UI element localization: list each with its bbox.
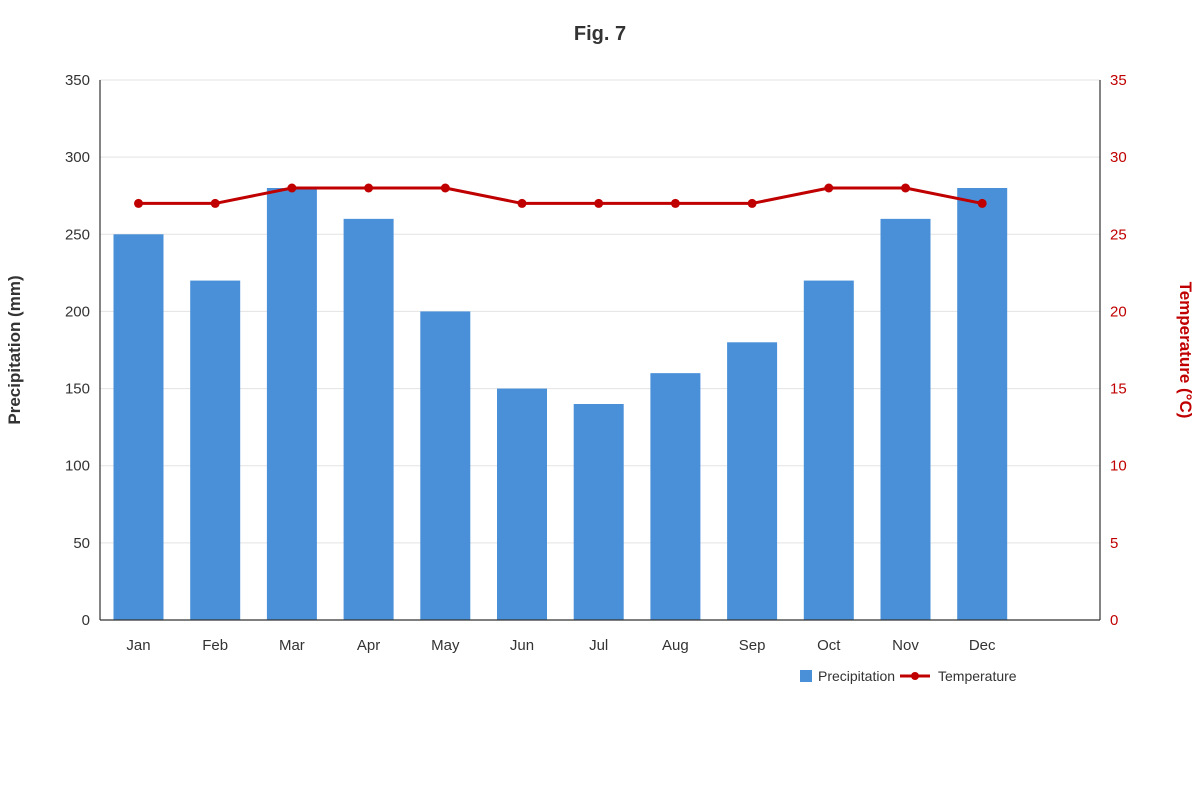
temperature-point-jun <box>517 198 527 208</box>
legend: Precipitation Temperature <box>800 668 1017 684</box>
right-tick-label: 0 <box>1110 612 1118 629</box>
right-tick-label: 25 <box>1110 226 1127 243</box>
legend-label-precipitation: Precipitation <box>818 668 895 684</box>
right-tick-label: 30 <box>1110 149 1127 166</box>
legend-swatch-temperature-dot <box>911 672 919 680</box>
left-tick-label: 250 <box>65 226 90 243</box>
temperature-point-mar <box>287 183 297 193</box>
right-tick-label: 10 <box>1110 458 1127 475</box>
bar-dec <box>957 188 1008 620</box>
chart-title: Fig. 7 <box>574 23 626 45</box>
right-tick-label: 5 <box>1110 535 1118 552</box>
left-axis-title: Precipitation (mm) <box>5 275 24 424</box>
left-tick-label: 50 <box>73 535 90 552</box>
x-tick-label: Dec <box>969 637 996 654</box>
temperature-point-aug <box>670 198 680 208</box>
bar-nov <box>880 218 931 620</box>
right-tick-labels: 0 5 10 15 20 25 30 35 <box>1110 72 1127 629</box>
bar-jul <box>573 404 624 620</box>
left-tick-labels: 0 50 100 150 200 250 300 350 <box>65 72 90 629</box>
temperature-point-feb <box>210 198 220 208</box>
left-tick-label: 150 <box>65 381 90 398</box>
x-tick-label: Apr <box>357 637 380 654</box>
temperature-point-nov <box>901 183 910 193</box>
x-tick-label: Jun <box>510 637 534 654</box>
x-tick-label: Mar <box>279 637 305 654</box>
x-tick-label: Aug <box>662 637 689 654</box>
x-tick-label: Jul <box>589 637 608 654</box>
temperature-point-jul <box>594 198 604 208</box>
left-tick-label: 200 <box>65 303 90 320</box>
x-tick-label: May <box>431 637 460 654</box>
bar-apr <box>343 218 394 620</box>
bar-mar <box>266 188 317 620</box>
bar-jun <box>497 388 547 620</box>
x-tick-label: Feb <box>202 637 228 654</box>
bar-sep <box>727 342 778 620</box>
left-tick-label: 100 <box>65 458 90 475</box>
temperature-line <box>134 183 987 208</box>
bar-jan <box>113 234 164 621</box>
right-tick-label: 15 <box>1110 381 1127 398</box>
precipitation-bars <box>113 188 1008 621</box>
bar-oct <box>803 280 854 620</box>
temperature-point-dec <box>977 198 987 208</box>
axes <box>99 80 1101 621</box>
left-tick-label: 300 <box>65 149 90 166</box>
x-tick-label: Jan <box>126 637 150 654</box>
temperature-point-oct <box>824 183 834 193</box>
temperature-point-jan <box>134 198 143 208</box>
temperature-point-sep <box>747 198 757 208</box>
x-tick-labels: Jan Feb Mar Apr May Jun Jul Aug Sep Oct Nov Dec <box>126 637 996 654</box>
temperature-series-line <box>138 186 983 205</box>
bar-feb <box>190 280 241 620</box>
right-tick-label: 35 <box>1110 72 1127 89</box>
legend-label-temperature: Temperature <box>938 668 1017 684</box>
temperature-point-apr <box>364 183 374 193</box>
x-tick-label: Nov <box>892 637 919 654</box>
left-tick-label: 0 <box>82 612 90 629</box>
right-axis-title: Temperature (°C) <box>1176 282 1195 419</box>
left-tick-label: 350 <box>65 72 90 89</box>
x-tick-label: Oct <box>817 637 841 654</box>
legend-swatch-precipitation <box>800 670 812 682</box>
right-tick-label: 20 <box>1110 303 1127 320</box>
x-tick-label: Sep <box>739 637 766 654</box>
temperature-point-may <box>440 183 450 193</box>
bar-aug <box>650 373 701 620</box>
bar-may <box>420 311 471 620</box>
gridlines <box>100 79 1100 544</box>
